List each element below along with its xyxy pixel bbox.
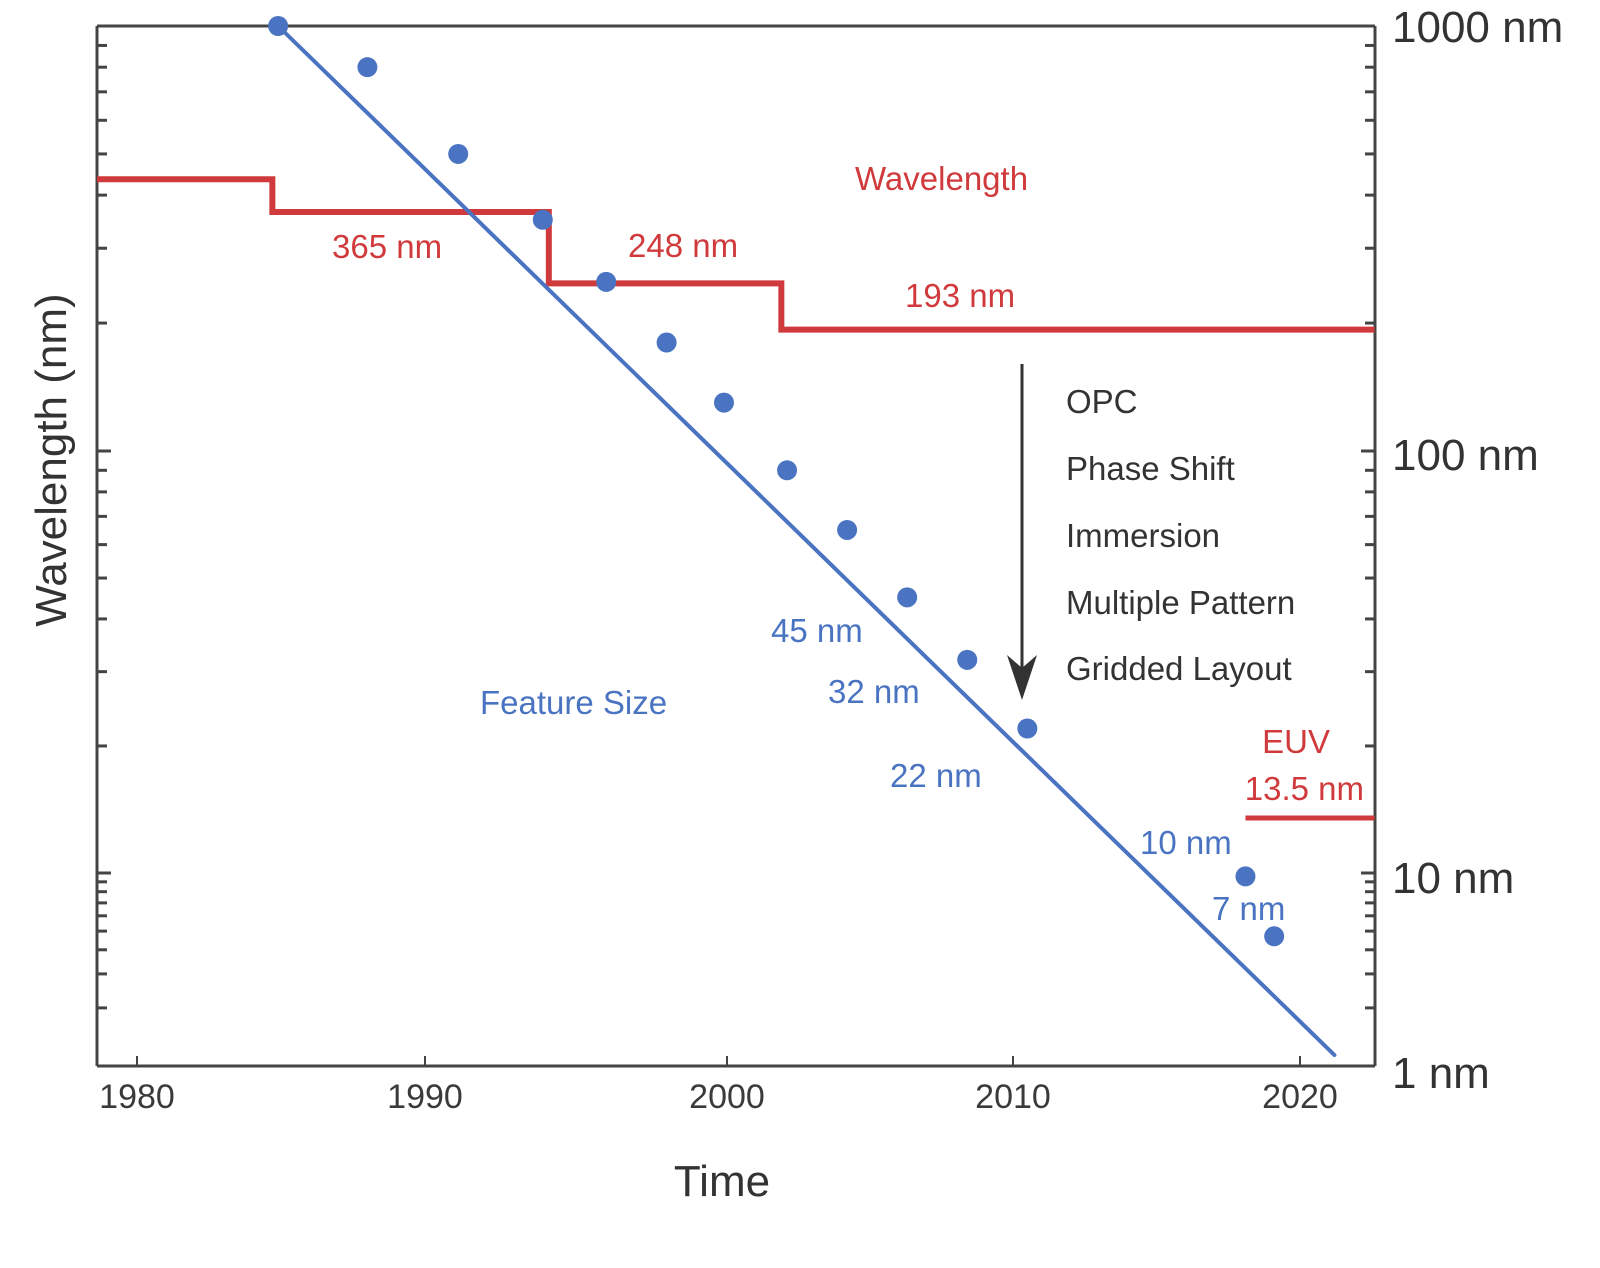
feature-size-point bbox=[777, 460, 798, 481]
feature-size-point bbox=[532, 209, 553, 230]
label-22nm: 22 nm bbox=[890, 757, 982, 794]
label-10nm: 10 nm bbox=[1140, 824, 1232, 861]
feature-size-point bbox=[1264, 926, 1285, 947]
x-tick-label-1990: 1990 bbox=[387, 1078, 463, 1116]
label-32nm: 32 nm bbox=[828, 673, 920, 710]
technique-immersion: Immersion bbox=[1066, 517, 1220, 554]
label-euv: EUV bbox=[1262, 723, 1330, 760]
label-45nm: 45 nm bbox=[771, 612, 863, 649]
label-7nm: 7 nm bbox=[1212, 890, 1285, 927]
scaling-arrow bbox=[1007, 364, 1037, 700]
wavelength-title: Wavelength bbox=[855, 160, 1028, 197]
feature-size-point bbox=[268, 16, 289, 36]
y-tick-labels: 1000 nm 100 nm 10 nm 1 nm bbox=[1392, 3, 1563, 1098]
x-ticks bbox=[136, 1056, 1301, 1066]
wavelength-series bbox=[97, 176, 1375, 333]
feature-size-points-series bbox=[268, 16, 1285, 947]
technique-opc: OPC bbox=[1066, 383, 1138, 420]
label-248nm: 248 nm bbox=[628, 227, 738, 264]
feature-size-point bbox=[897, 587, 918, 608]
y-tick-label-100: 100 nm bbox=[1392, 431, 1539, 480]
technique-phase-shift: Phase Shift bbox=[1066, 450, 1235, 487]
x-tick-label-1980: 1980 bbox=[99, 1078, 175, 1116]
y-axis-title: Wavelength (nm) bbox=[27, 293, 76, 626]
y-tick-label-1: 1 nm bbox=[1392, 1049, 1490, 1098]
techniques-list: OPC Phase Shift Immersion Multiple Patte… bbox=[1066, 383, 1295, 687]
feature-size-point bbox=[656, 332, 677, 353]
feature-size-point bbox=[837, 519, 858, 540]
y-ticks bbox=[97, 43, 1375, 1068]
label-365nm: 365 nm bbox=[332, 228, 442, 265]
feature-size-annotations: Feature Size 45 nm 32 nm 22 nm 10 nm 7 n… bbox=[480, 612, 1285, 927]
technique-multiple-pattern: Multiple Pattern bbox=[1066, 584, 1295, 621]
feature-size-point bbox=[596, 271, 617, 292]
arrow-down-icon bbox=[1007, 655, 1037, 700]
feature-size-trend-series bbox=[276, 24, 1337, 1058]
feature-size-point bbox=[357, 57, 378, 78]
technique-gridded-layout: Gridded Layout bbox=[1066, 650, 1292, 687]
feature-size-point bbox=[1017, 718, 1038, 739]
y-tick-label-1000: 1000 nm bbox=[1392, 3, 1563, 52]
wavelength-step-line bbox=[97, 176, 1375, 333]
x-tick-labels: 1980 1990 2000 2010 2020 bbox=[99, 1078, 1338, 1116]
feature-size-point bbox=[448, 143, 469, 164]
feature-size-point bbox=[713, 392, 734, 413]
x-tick-label-2020: 2020 bbox=[1262, 1078, 1338, 1116]
x-axis-title: Time bbox=[674, 1157, 770, 1206]
wavelength-annotations: Wavelength 365 nm 248 nm 193 nm EUV 13.5… bbox=[332, 160, 1364, 807]
label-193nm: 193 nm bbox=[905, 277, 1015, 314]
label-13-5nm: 13.5 nm bbox=[1245, 770, 1364, 807]
feature-size-trend-line bbox=[276, 24, 1337, 1058]
feature-size-point bbox=[1235, 866, 1256, 887]
y-tick-label-10: 10 nm bbox=[1392, 854, 1514, 903]
feature-size-title: Feature Size bbox=[480, 684, 667, 721]
feature-size-point bbox=[957, 649, 978, 670]
x-tick-label-2010: 2010 bbox=[975, 1078, 1051, 1116]
x-tick-label-2000: 2000 bbox=[689, 1078, 765, 1116]
